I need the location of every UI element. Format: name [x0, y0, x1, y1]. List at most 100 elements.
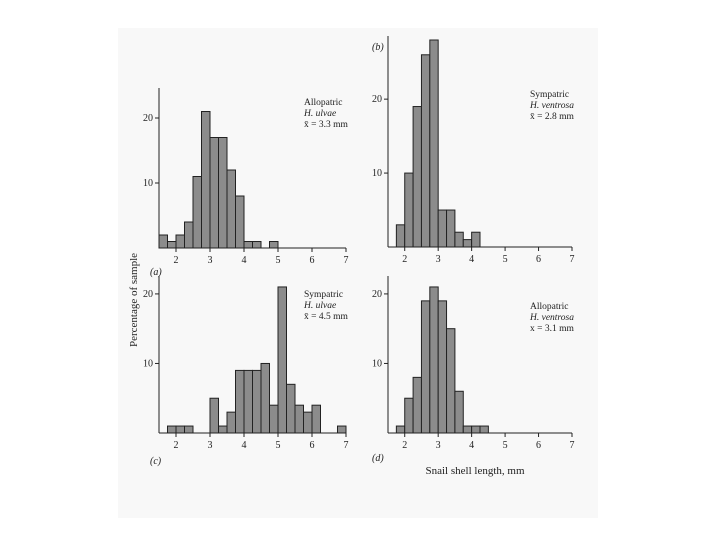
panel-letter: (a) — [150, 267, 162, 278]
histogram-bar — [175, 234, 185, 249]
annotation-line: H. ulvae — [303, 109, 336, 119]
histogram-bar — [437, 209, 448, 248]
histogram-bar — [269, 241, 279, 249]
y-tick-label: 10 — [372, 168, 382, 179]
histogram-bar — [167, 425, 177, 434]
histogram-bar — [462, 425, 473, 434]
histogram-bar — [446, 328, 456, 434]
annotation-line: Allopatric — [304, 98, 343, 108]
x-tick-label: 6 — [536, 254, 541, 265]
histogram-bar — [412, 376, 422, 434]
histogram-bar — [226, 169, 236, 249]
y-tick-label: 20 — [372, 94, 382, 105]
x-tick-label: 5 — [276, 440, 281, 451]
annotation-line: Sympatric — [304, 290, 343, 300]
histogram-bar — [235, 369, 245, 434]
histogram-bar — [454, 390, 464, 434]
x-tick-label: 5 — [503, 254, 508, 265]
histogram-bar — [479, 425, 489, 434]
y-tick-label: 10 — [372, 358, 382, 369]
histogram-bar — [471, 425, 481, 434]
panel-letter: (b) — [372, 42, 384, 53]
x-tick-label: 7 — [570, 440, 575, 451]
x-tick-label: 4 — [469, 440, 474, 451]
x-tick-label: 6 — [310, 440, 315, 451]
histogram-bar — [243, 241, 253, 249]
histogram-bar — [201, 111, 211, 249]
histogram-bar — [192, 176, 202, 249]
annotation-line: H. ventrosa — [529, 101, 574, 111]
y-tick-label: 10 — [143, 178, 153, 189]
histogram-bar — [294, 404, 304, 434]
histogram-bar — [269, 404, 279, 434]
y-tick-label: 20 — [372, 289, 382, 300]
annotation-line: x̄ = 4.5 mm — [304, 312, 348, 322]
histogram-bar — [395, 425, 406, 434]
histogram-bar — [175, 425, 185, 434]
x-tick-label: 2 — [402, 254, 407, 265]
histogram-bar — [420, 300, 431, 434]
histogram-bar — [218, 425, 228, 434]
x-tick-label: 5 — [276, 255, 281, 266]
histogram-bar — [184, 221, 194, 249]
histogram-bar — [235, 195, 245, 249]
x-tick-label: 4 — [469, 254, 474, 265]
histogram-bar — [412, 106, 422, 248]
histogram-bar — [404, 397, 414, 434]
annotation-line: Allopatric — [530, 302, 569, 312]
histogram-bar — [303, 411, 313, 434]
y-tick-label: 20 — [143, 289, 153, 300]
annotation-line: H. ulvae — [303, 301, 336, 311]
x-tick-label: 7 — [570, 254, 575, 265]
histogram-bar — [158, 234, 168, 249]
y-axis-title: Percentage of sample — [128, 253, 140, 347]
histogram-bar — [260, 362, 270, 434]
x-tick-label: 6 — [536, 440, 541, 451]
histogram-bar — [218, 137, 228, 249]
x-tick-label: 3 — [208, 255, 213, 266]
annotation-line: H. ventrosa — [529, 313, 574, 323]
histogram-bar — [243, 369, 253, 434]
x-tick-label: 2 — [174, 255, 179, 266]
scan-background — [118, 28, 598, 518]
x-tick-label: 4 — [242, 440, 247, 451]
histogram-bar — [209, 397, 219, 434]
histogram-bar — [462, 239, 473, 248]
x-tick-label: 3 — [436, 254, 441, 265]
x-tick-label: 7 — [344, 440, 349, 451]
histogram-bar — [167, 241, 177, 249]
histogram-bar — [209, 137, 219, 249]
y-tick-label: 20 — [143, 113, 153, 124]
annotation-line: Sympatric — [530, 90, 569, 100]
x-tick-label: 2 — [402, 440, 407, 451]
histogram-bar — [226, 411, 236, 434]
annotation-line: x = 3.1 mm — [530, 324, 574, 334]
histogram-bar — [277, 286, 287, 434]
annotation-line: x̄ = 3.3 mm — [304, 120, 348, 130]
histogram-bar — [286, 383, 296, 434]
histogram-bar — [429, 39, 439, 248]
histogram-bar — [454, 231, 464, 248]
x-tick-label: 7 — [344, 255, 349, 266]
x-tick-label: 2 — [174, 440, 179, 451]
histogram-bar — [252, 369, 262, 434]
x-tick-label: 3 — [208, 440, 213, 451]
x-tick-label: 4 — [242, 255, 247, 266]
panel-letter: (c) — [150, 456, 162, 467]
histogram-bar — [395, 224, 406, 248]
annotation-line: x̄ = 2.8 mm — [530, 112, 574, 122]
x-tick-label: 3 — [436, 440, 441, 451]
histogram-bar — [437, 300, 448, 434]
x-axis-title: Snail shell length, mm — [426, 465, 525, 477]
histogram-bar — [446, 209, 456, 248]
histogram-bar — [252, 241, 262, 249]
histogram-bar — [420, 54, 431, 248]
histogram-bar — [471, 231, 481, 248]
x-tick-label: 5 — [503, 440, 508, 451]
